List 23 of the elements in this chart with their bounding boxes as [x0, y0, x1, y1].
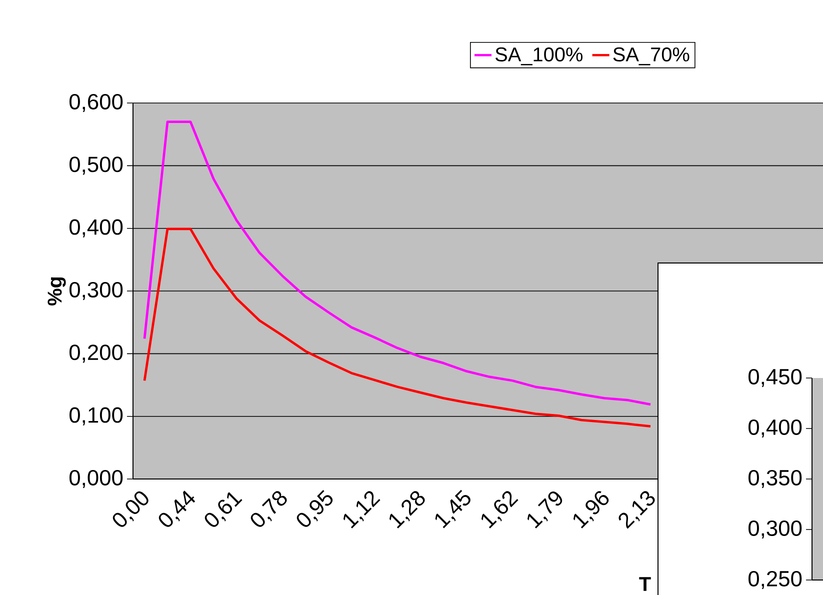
y-tick-label: 0,100 — [69, 407, 123, 426]
line-series — [143, 120, 652, 406]
y-tick-label: 0,350 — [748, 470, 802, 488]
x-tick-label: 0,61 — [204, 492, 242, 527]
y-tick-label: 0,300 — [748, 520, 802, 539]
x-tick-label: 0,95 — [296, 490, 333, 527]
x-tick-label: 0,78 — [250, 491, 287, 527]
y-tick-label: 0,400 — [69, 219, 123, 238]
y-tick-label: 0,300 — [69, 282, 123, 300]
y-tick-label: 0,400 — [748, 419, 802, 438]
y-tick-label: 0,000 — [69, 470, 123, 488]
y-tick-label: 0,500 — [69, 156, 123, 175]
y-tick-label: 0,600 — [69, 94, 123, 112]
legend-label: SA_70% — [613, 47, 690, 66]
x-tick-label: 0,44 — [158, 490, 196, 527]
y-tick-label: 0,450 — [748, 368, 802, 388]
y-axis-title: %g — [48, 277, 66, 306]
y-tick-label: 0,200 — [69, 344, 123, 363]
legend-label: SA_100% — [496, 47, 582, 66]
x-tick-label: 1,79 — [527, 491, 562, 528]
x-tick-label: 0,00 — [112, 491, 148, 527]
y-tick-label: 0,250 — [748, 570, 802, 590]
x-axis-title: T — [639, 577, 651, 591]
